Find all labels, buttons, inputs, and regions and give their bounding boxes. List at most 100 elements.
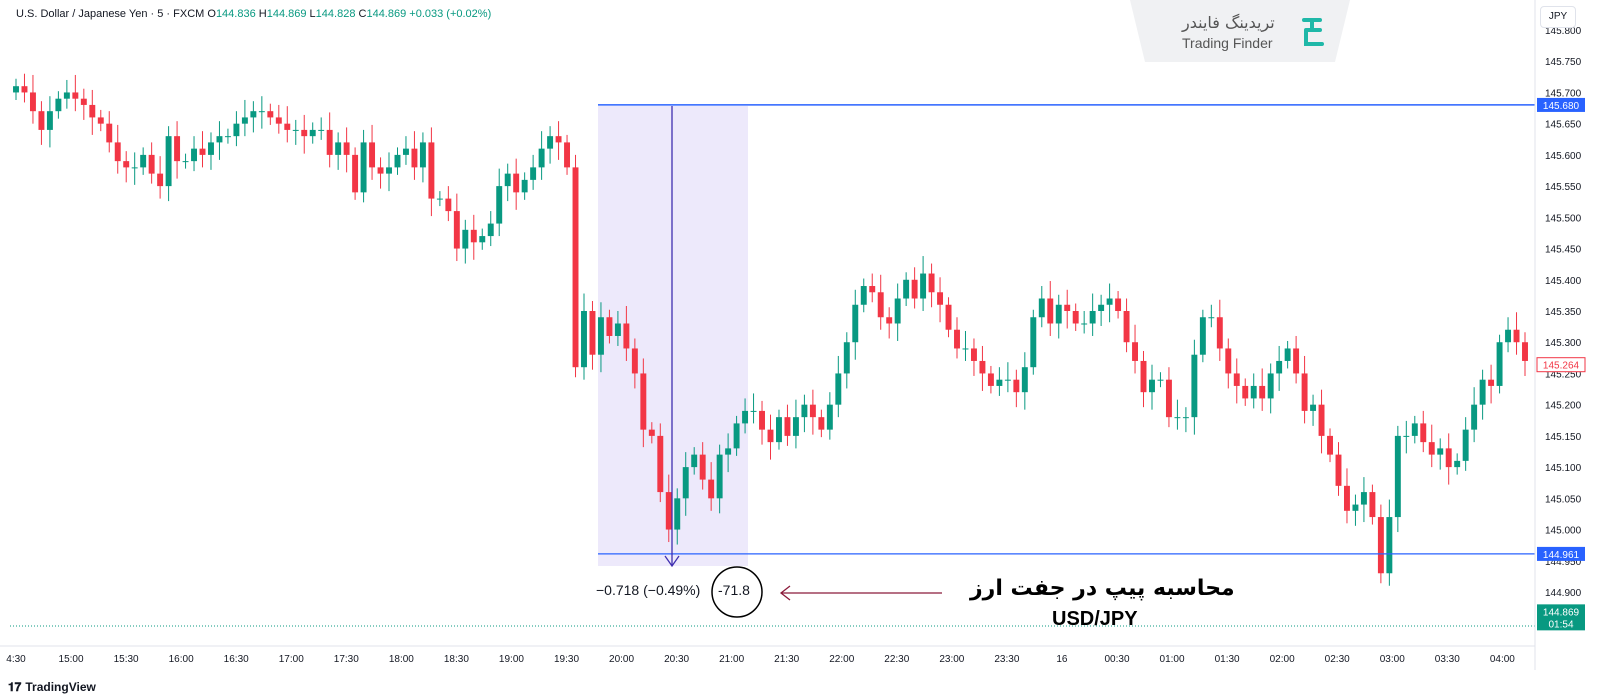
candle [1089,293,1096,336]
open-value: 144.836 [215,8,256,20]
candle [962,330,969,361]
candle-body [869,286,876,293]
time-tick-label: 4:30 [6,654,26,665]
time-tick-label: 00:30 [1104,654,1129,665]
candle-body [1115,298,1122,311]
price-tick-label: 145.400 [1545,276,1582,287]
candle [386,152,392,192]
price-tick-label: 145.150 [1545,432,1582,443]
candle [725,433,732,473]
candle [708,462,715,511]
candle [199,131,206,168]
candle-body [182,161,189,163]
time-tick-label: 18:00 [389,654,414,665]
candle-body [581,311,587,368]
candle-body [1327,435,1333,455]
candle-body [606,317,613,336]
candle [1462,417,1469,471]
price-label-bg [1537,604,1585,631]
candle-body [1013,379,1020,393]
candle [1420,410,1427,453]
candle [1437,438,1444,470]
candle [208,132,214,170]
candle-body [123,161,130,168]
candle [860,278,867,313]
candle-body [504,173,511,187]
candle-body [564,142,571,168]
candle-body [691,454,698,468]
measure-arrow [664,106,680,568]
measure-change-text: −0.718 (−0.49%) [596,582,701,598]
candle-body [699,454,706,480]
candle-body [479,236,486,243]
candle [1301,355,1308,424]
candle-body [208,142,214,155]
candle-body [852,304,859,343]
candle-body [521,179,528,193]
candle-body [1140,360,1147,393]
time-tick-label: 16 [1056,654,1068,665]
candle [733,415,740,456]
price-label-bg [1537,546,1585,561]
candle [1284,340,1291,369]
time-tick-label: 01:00 [1160,654,1185,665]
candle-body [1420,423,1427,443]
candle-body [979,360,986,374]
candle [1182,407,1189,433]
candle [1505,317,1512,353]
candle [165,126,172,202]
candle-body [1165,379,1172,418]
candle [970,338,977,376]
price-tick-label: 145.250 [1545,369,1582,380]
price-tick-label: 145.300 [1545,338,1582,349]
candle-body [80,98,87,105]
candle [886,307,893,339]
candle [191,136,197,172]
price-tick-label: 145.200 [1545,401,1582,412]
candle [657,423,664,503]
candle [97,109,104,132]
candle-body [1318,404,1325,436]
candle-body [1454,460,1461,468]
candle-body [538,148,545,168]
candle [564,134,571,175]
candle-body [148,154,155,174]
candle-body [818,417,825,430]
candle [369,124,376,180]
change-value: +0.033 (+0.02%) [409,8,492,20]
candle [1454,453,1461,475]
tradingview-logo[interactable]: 𝟏𝟕 TradingView [8,680,96,695]
candle [1327,428,1333,463]
candle [63,79,70,109]
candle-body [394,154,401,168]
price-tick-label: 145.450 [1545,245,1582,256]
candle-body [1064,304,1071,311]
candles [13,73,1528,586]
logo-persian-text: تریدینگ فایندر [1182,13,1275,32]
candle-body [1445,448,1452,468]
annotation-persian: محاسبه پیپ در جفت ارز [970,576,1235,601]
price-label-text: 145.264 [1543,361,1580,372]
time-tick-label: 03:30 [1435,654,1460,665]
candle-body [1301,373,1308,411]
candle-body [233,123,240,137]
tradingview-icon: 𝟏𝟕 [8,680,22,694]
candle [496,168,503,237]
candle-body [1411,423,1418,436]
currency-badge[interactable]: JPY [1540,6,1576,28]
candle-body [46,111,53,130]
candle [123,151,130,183]
candle [453,193,460,262]
high-label: H [258,8,267,20]
candle-body [13,86,19,93]
candle [360,129,367,203]
candle [1064,289,1071,329]
price-tick-label: 145.700 [1545,88,1582,99]
candle-body [801,404,808,418]
candle-body [275,117,282,124]
candle [419,132,426,183]
candle [928,263,935,308]
symbol-name[interactable]: U.S. Dollar / Japanese Yen · 5 · FXCM [16,8,205,20]
